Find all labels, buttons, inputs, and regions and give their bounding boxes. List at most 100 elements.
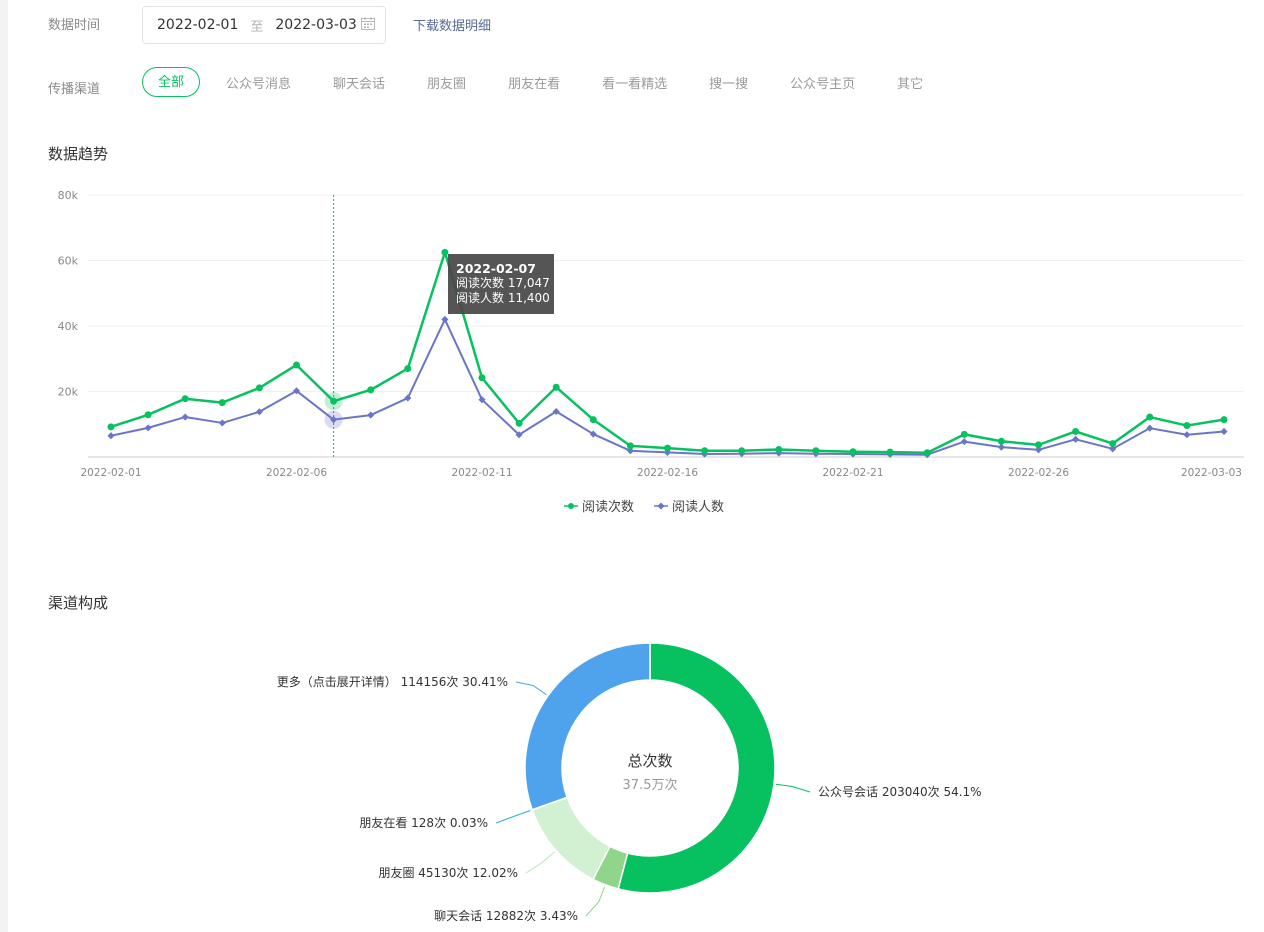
tooltip-date: 2022-02-07	[456, 261, 536, 276]
x-tick-label: 2022-02-21	[822, 467, 883, 479]
y-tick-label: 80k	[58, 189, 79, 202]
point-readers	[1220, 427, 1228, 435]
donut-slice[interactable]	[524, 642, 651, 811]
channel-tab-moments[interactable]: 朋友圈	[427, 76, 467, 92]
series-line-reads	[110, 251, 1225, 454]
leader-line	[495, 810, 531, 824]
x-tick-label: 2022-02-01	[80, 467, 141, 479]
x-tick-label: 2022-02-11	[451, 467, 512, 479]
leader-line	[775, 783, 811, 793]
point-reads	[1146, 413, 1154, 421]
point-reads	[923, 449, 931, 457]
donut-center-value: 37.5万次	[623, 777, 678, 793]
leader-line	[585, 886, 606, 917]
point-reads	[738, 447, 746, 455]
point-readers	[367, 411, 375, 419]
legend-marker-readers-icon	[654, 501, 669, 510]
legend-item-reads[interactable]: 阅读次数	[564, 496, 634, 515]
donut-center-label: 总次数	[627, 752, 672, 770]
x-tick-label: 2022-02-16	[637, 467, 698, 479]
slice-label: 公众号会话 203040次 54.1%	[818, 785, 982, 799]
slice-label: 更多（点击展开详情） 114156次 30.41%	[277, 674, 508, 689]
point-reads	[701, 447, 709, 455]
point-reads	[626, 442, 634, 450]
trend-legend: 阅读次数 阅读人数	[564, 496, 744, 515]
channel-tab-other[interactable]: 其它	[897, 76, 924, 92]
point-readers	[255, 408, 263, 416]
point-reads	[181, 395, 189, 403]
point-reads	[552, 383, 560, 391]
date-range-picker[interactable]: 2022-02-01 至 2022-03-03	[142, 6, 386, 44]
y-tick-label: 20k	[58, 386, 79, 399]
point-reads	[218, 399, 226, 407]
point-reads	[1220, 416, 1228, 424]
calendar-icon[interactable]	[361, 16, 375, 34]
channel-tab-chat[interactable]: 聊天会话	[333, 76, 386, 92]
channel-tab-top-stories[interactable]: 看一看精选	[602, 76, 668, 92]
point-readers	[589, 430, 597, 438]
tooltip-reads: 阅读次数 17,047	[456, 276, 550, 290]
y-tick-label: 40k	[58, 320, 79, 333]
point-reads	[107, 423, 115, 431]
donut-slice[interactable]	[531, 796, 611, 881]
point-reads	[515, 419, 523, 427]
point-reads	[255, 384, 263, 392]
leader-line	[515, 681, 547, 696]
y-tick-label: 60k	[58, 255, 79, 268]
point-reads	[960, 430, 968, 438]
point-reads	[812, 447, 820, 455]
channel-tab-official-messages[interactable]: 公众号消息	[226, 76, 292, 92]
end-date[interactable]: 2022-03-03	[275, 17, 357, 33]
point-readers	[404, 394, 412, 402]
legend-label-reads: 阅读次数	[582, 500, 635, 515]
point-reads	[1035, 441, 1042, 449]
point-reads	[478, 374, 486, 382]
download-details-link[interactable]: 下载数据明细	[413, 19, 492, 34]
point-reads	[664, 444, 671, 452]
point-readers	[997, 443, 1005, 451]
channel-donut-chart[interactable]: 公众号会话 203040次 54.1% 聊天会话 12882次 3.43% 朋友圈 …	[0, 620, 1264, 932]
slice-label: 聊天会话 12882次 3.43%	[434, 909, 578, 923]
channel-tab-friends-watching[interactable]: 朋友在看	[508, 76, 561, 92]
channel-filter-label: 传播渠道	[48, 82, 101, 97]
channel-tab-search[interactable]: 搜一搜	[709, 76, 749, 92]
point-reads	[589, 416, 597, 424]
point-readers	[144, 424, 152, 432]
chart-tooltip: 2022-02-07 阅读次数 17,047 阅读人数 11,400	[448, 254, 554, 314]
point-reads	[1109, 440, 1117, 448]
x-tick-label: 2022-02-06	[266, 467, 327, 479]
trend-line-chart[interactable]: 20k 40k 60k 80k 2022-02-01 2022-02-06 2022-02-…	[0, 180, 1264, 480]
point-readers	[292, 387, 301, 395]
legend-item-readers[interactable]: 阅读人数	[654, 496, 724, 515]
slice-label: 朋友圈 45130次 12.02%	[378, 866, 518, 880]
tooltip-readers: 阅读人数 11,400	[456, 291, 550, 305]
point-readers	[960, 438, 968, 446]
donut-slice[interactable]	[617, 642, 776, 894]
channel-tab-all[interactable]: 全部	[142, 67, 201, 97]
slice-label: 朋友在看 128次 0.03%	[359, 816, 488, 830]
point-readers	[1072, 435, 1080, 443]
point-readers	[441, 315, 449, 323]
legend-label-readers: 阅读人数	[672, 500, 725, 515]
point-reads	[1183, 422, 1191, 430]
channel-tabs: 全部 公众号消息 聊天会话 朋友圈 朋友在看 看一看精选 搜一搜 公众号主页 其…	[142, 66, 965, 98]
point-readers	[552, 407, 560, 416]
point-reads	[367, 386, 375, 394]
date-filter-label: 数据时间	[48, 18, 101, 33]
point-reads	[441, 248, 449, 256]
point-reads	[330, 397, 338, 405]
point-reads	[144, 411, 152, 419]
series-line-readers	[110, 318, 1225, 456]
start-date[interactable]: 2022-02-01	[157, 17, 239, 33]
point-readers	[1183, 431, 1191, 439]
point-readers	[218, 419, 226, 427]
date-separator: 至	[250, 19, 264, 35]
point-readers	[478, 396, 486, 404]
channel-tab-profile-page[interactable]: 公众号主页	[790, 76, 856, 92]
x-tick-label: 2022-03-03	[1181, 467, 1242, 479]
point-reads	[1072, 427, 1080, 435]
point-reads	[886, 448, 894, 456]
point-readers	[107, 432, 115, 440]
trend-section-title: 数据趋势	[48, 145, 109, 163]
leader-line	[525, 851, 555, 874]
